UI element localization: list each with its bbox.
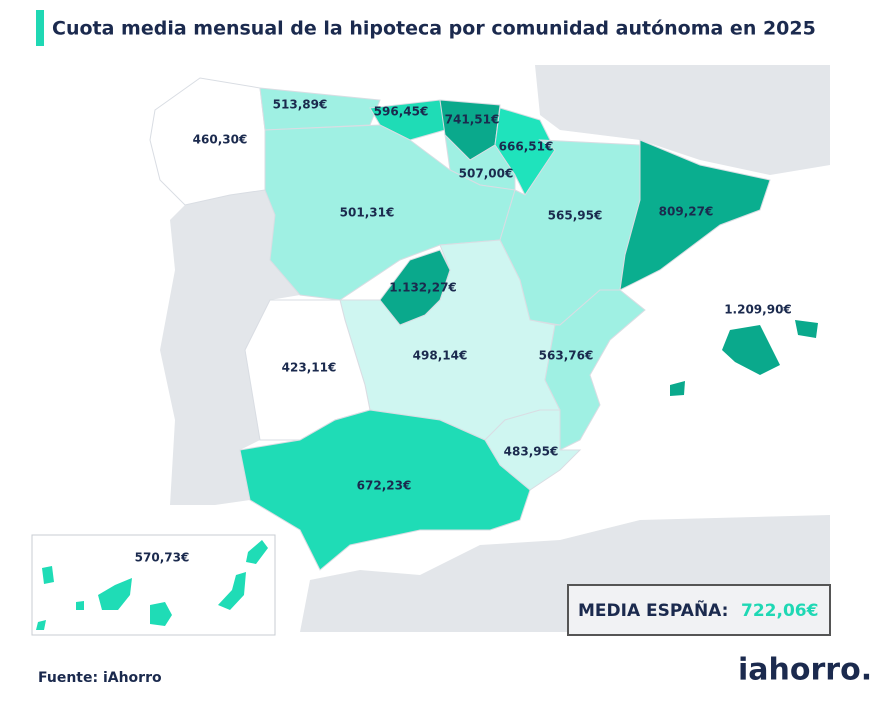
region-madrid — [379, 249, 451, 326]
region-valencia — [544, 289, 646, 451]
island — [246, 540, 268, 564]
regions — [31, 77, 818, 636]
island — [76, 601, 84, 610]
island — [150, 602, 172, 626]
region-andalucia — [239, 409, 531, 571]
title: Cuota media mensual de la hipoteca por c… — [52, 18, 816, 40]
region-label: 672,23€ — [357, 479, 412, 493]
region-label: 565,95€ — [548, 209, 603, 223]
portugal — [160, 190, 300, 505]
region-label: 563,76€ — [539, 349, 594, 363]
region-label: 666,51€ — [499, 140, 554, 154]
source: Fuente: iAhorro — [38, 670, 162, 686]
region-cantabria — [369, 99, 446, 141]
region-baleares — [670, 320, 818, 396]
region-label: 460,30€ — [193, 133, 248, 147]
region-label: 483,95€ — [504, 445, 559, 459]
island — [98, 578, 132, 610]
title-accent — [36, 10, 44, 46]
region-label: 809,27€ — [659, 205, 714, 219]
region-label: 741,51€ — [445, 113, 500, 127]
region-label: 507,00€ — [459, 167, 514, 181]
logo: iahorro. — [738, 653, 872, 688]
region-galicia — [149, 77, 266, 206]
region-label: 423,11€ — [282, 361, 337, 375]
island-menorca — [795, 320, 818, 338]
region-label: 1.209,90€ — [724, 303, 792, 317]
region-label: 1.132,27€ — [389, 281, 457, 295]
island — [36, 620, 46, 630]
france — [535, 65, 830, 175]
summary-frame — [567, 584, 831, 636]
island-mallorca — [722, 325, 780, 375]
region-label: 570,73€ — [135, 551, 190, 565]
region-label: 498,14€ — [413, 349, 468, 363]
island — [218, 572, 246, 610]
island-ibiza — [670, 381, 685, 396]
summary-value: 722,06€ — [741, 601, 818, 621]
summary-box: MEDIA ESPAÑA: 722,06€ — [567, 584, 831, 636]
region-label: 513,89€ — [273, 98, 328, 112]
region-label: 596,45€ — [374, 105, 429, 119]
island — [42, 566, 54, 584]
region-cataluna — [619, 139, 771, 291]
region-canarias — [36, 540, 268, 630]
region-label: 501,31€ — [340, 206, 395, 220]
summary-label: MEDIA ESPAÑA: — [578, 598, 728, 621]
